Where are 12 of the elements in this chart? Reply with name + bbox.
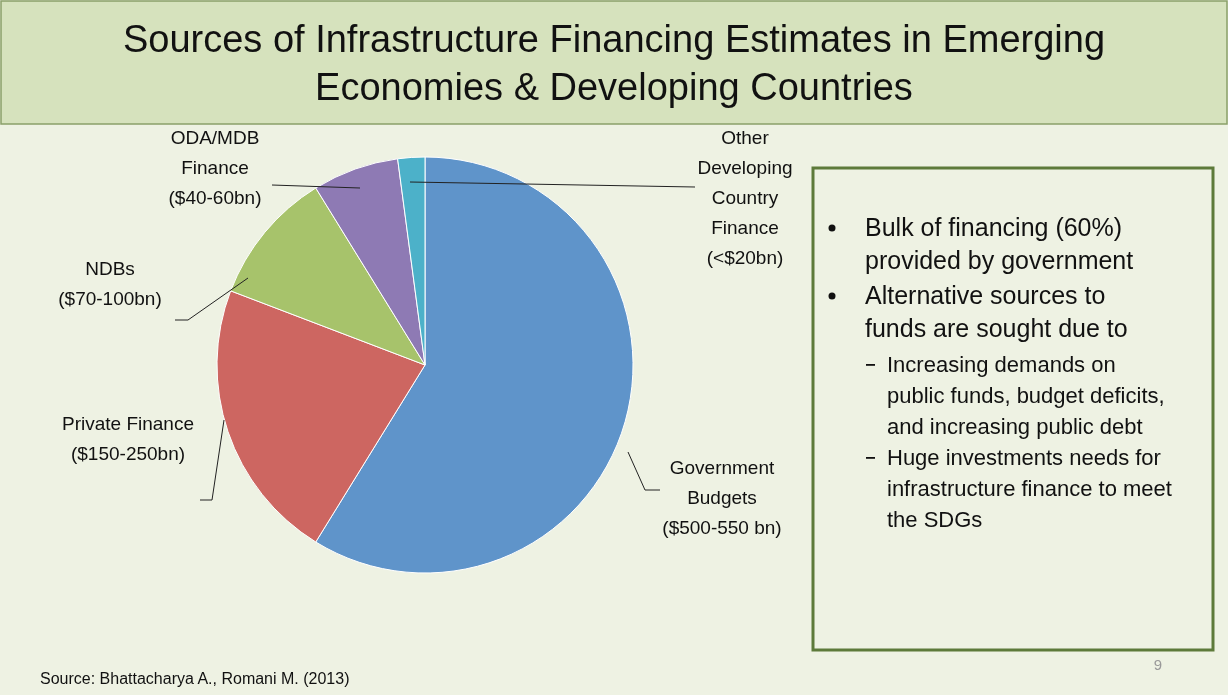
text: Alternative sources to funds are sought due to bbox=[865, 281, 1128, 342]
text: Huge investments needs for infrastructure finance to meet the SDGs bbox=[887, 445, 1172, 532]
text: Increasing demands on public funds, budget deficits, and increasing public debt bbox=[887, 352, 1165, 439]
source-note: Source: Bhattacharya A., Romani M. (2013) bbox=[40, 670, 350, 687]
text: 9 bbox=[1153, 656, 1163, 673]
slice-label: ODA/MDB Finance ($40-60bn) bbox=[168, 127, 262, 208]
slice-label: NDBs ($70-100bn) bbox=[58, 258, 162, 309]
chart-title: Sources of Infrastructure Financing Estimates in Emerging Economies & Developing Countries bbox=[122, 18, 1106, 108]
slice-label: Other Developing Country Finance (<$20bn) bbox=[697, 127, 793, 268]
text: Bulk of financing (60%) provided by government bbox=[865, 213, 1134, 274]
slice-label: Government Budgets ($500-550 bn) bbox=[662, 457, 782, 538]
slice-label: Private Finance ($150-250bn) bbox=[61, 413, 195, 464]
